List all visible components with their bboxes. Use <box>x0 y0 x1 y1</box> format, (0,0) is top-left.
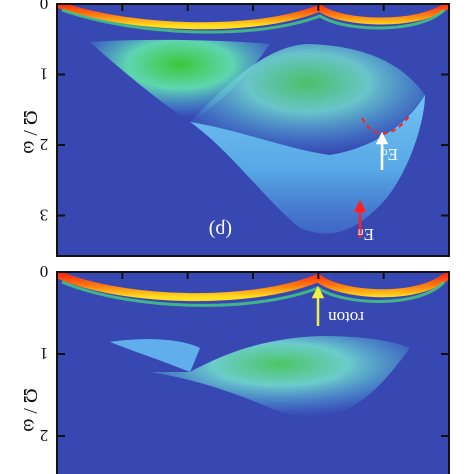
panel-label-b: (b) <box>209 217 232 239</box>
annotation-ed-label: Ed <box>382 144 398 164</box>
continuum-lower-lobe <box>190 95 425 234</box>
ticks-bottom: 0 1 2 <box>40 262 449 445</box>
ticks-top: 0 1 2 3 <box>40 0 449 225</box>
top-dispersion-glow <box>61 8 446 34</box>
annotation-roton-label: roton <box>328 308 364 327</box>
y-tick-label-0-3: 3 <box>40 206 49 225</box>
continuum-left-lobe <box>90 39 270 123</box>
y-tick-label-0-1: 1 <box>40 65 49 84</box>
y-tick-label-1-2: 2 <box>40 426 49 445</box>
annotation-eu-label: Eu <box>358 224 374 244</box>
bottom-continuum-main <box>150 336 410 417</box>
y-tick-label-1-1: 1 <box>40 344 49 363</box>
bottom-dispersion-glow <box>61 280 446 307</box>
panel-bottom-ylabel: Ω / ω <box>19 388 41 432</box>
panel-top: 0 1 2 3 Ω / ω (b) Ed Eu <box>19 0 450 257</box>
panel-bottom: 0 1 2 Ω / ω roton <box>19 262 450 474</box>
continuum-right-lobe <box>190 44 425 155</box>
y-tick-label-0-2: 2 <box>40 135 49 154</box>
y-tick-label-1-0: 0 <box>40 262 49 281</box>
top-dispersion-band <box>57 4 449 30</box>
y-tick-label-0-0: 0 <box>40 0 49 13</box>
bottom-dispersion-band <box>57 272 449 302</box>
bottom-continuum-left <box>110 339 200 372</box>
panel-top-ylabel: Ω / ω <box>19 110 41 154</box>
